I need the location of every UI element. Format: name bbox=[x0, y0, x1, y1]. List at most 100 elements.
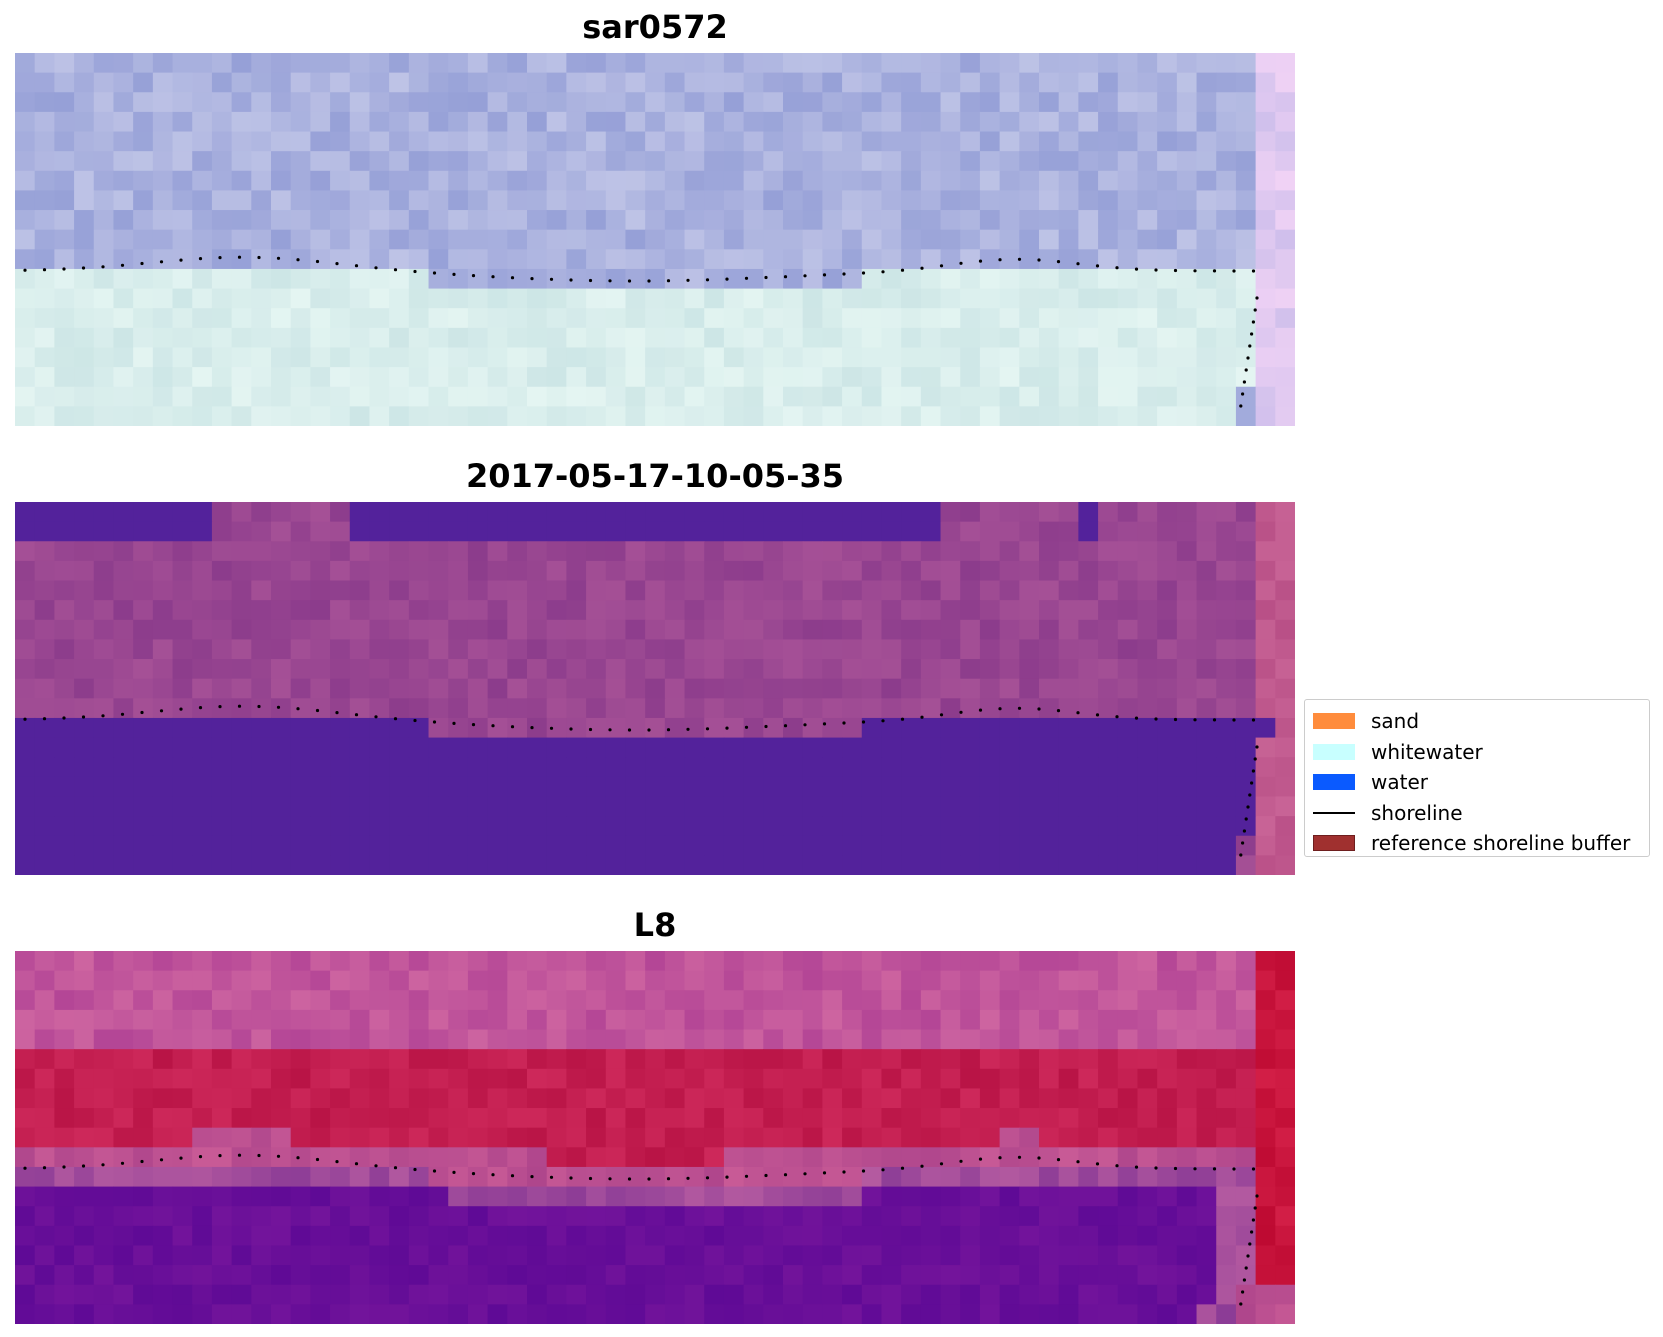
pixel-cell bbox=[1275, 678, 1295, 699]
shoreline-point bbox=[23, 717, 27, 721]
pixel-cell bbox=[586, 131, 607, 152]
pixel-cell bbox=[54, 268, 75, 290]
pixel-cell bbox=[1137, 1225, 1158, 1247]
pixel-cell bbox=[645, 1068, 666, 1090]
pixel-cell bbox=[940, 835, 961, 856]
pixel-cell bbox=[310, 1029, 331, 1050]
pixel-cell bbox=[369, 1049, 390, 1070]
pixel-cell bbox=[231, 835, 252, 856]
pixel-cell bbox=[1019, 1284, 1040, 1305]
pixel-cell bbox=[369, 170, 390, 192]
pixel-cell bbox=[34, 327, 55, 349]
pixel-cell bbox=[1019, 1304, 1040, 1324]
pixel-cell bbox=[704, 111, 725, 133]
pixel-cell bbox=[842, 367, 863, 388]
pixel-cell bbox=[310, 1088, 331, 1109]
pixel-cell bbox=[625, 951, 646, 972]
pixel-cell bbox=[1255, 835, 1276, 856]
pixel-cell bbox=[1058, 521, 1079, 542]
pixel-cell bbox=[448, 1108, 469, 1129]
pixel-cell bbox=[704, 1284, 725, 1305]
pixel-cell bbox=[1275, 1088, 1295, 1109]
shoreline-point bbox=[81, 266, 86, 270]
pixel-cell bbox=[290, 855, 311, 875]
pixel-cell bbox=[448, 951, 469, 972]
pixel-cell bbox=[369, 327, 390, 349]
pixel-cell bbox=[960, 151, 981, 172]
pixel-cell bbox=[645, 502, 666, 523]
pixel-cell bbox=[999, 560, 1020, 582]
pixel-cell bbox=[113, 1206, 134, 1227]
shoreline-point bbox=[1246, 1254, 1250, 1258]
pixel-cell bbox=[369, 1186, 390, 1207]
pixel-cell bbox=[369, 560, 390, 582]
pixel-cell bbox=[369, 367, 390, 388]
pixel-cell bbox=[842, 190, 863, 211]
pixel-cell bbox=[999, 406, 1020, 426]
pixel-cell bbox=[1216, 737, 1237, 758]
pixel-cell bbox=[113, 1225, 134, 1247]
pixel-cell bbox=[133, 1009, 154, 1031]
pixel-cell bbox=[723, 1265, 745, 1286]
pixel-cell bbox=[723, 619, 745, 641]
pixel-cell bbox=[920, 990, 942, 1011]
pixel-cell bbox=[684, 1127, 705, 1148]
pixel-cell bbox=[1235, 92, 1257, 113]
pixel-cell bbox=[783, 406, 804, 426]
pixel-cell bbox=[507, 678, 528, 699]
pixel-cell bbox=[1137, 796, 1158, 817]
pixel-cell bbox=[704, 249, 725, 270]
pixel-cell bbox=[1078, 1304, 1099, 1324]
pixel-cell bbox=[979, 111, 1001, 133]
shoreline-point bbox=[1255, 745, 1259, 749]
pixel-cell bbox=[487, 327, 508, 349]
pixel-cell bbox=[1176, 53, 1198, 74]
pixel-cell bbox=[1058, 1127, 1079, 1148]
pixel-cell bbox=[605, 170, 627, 192]
pixel-cell bbox=[1078, 1009, 1099, 1031]
pixel-cell bbox=[901, 600, 922, 621]
pixel-cell bbox=[1216, 367, 1237, 388]
shoreline-point bbox=[374, 1164, 378, 1168]
pixel-cell bbox=[901, 92, 922, 113]
pixel-cell bbox=[960, 990, 981, 1011]
pixel-cell bbox=[861, 835, 883, 856]
pixel-cell bbox=[527, 170, 548, 192]
pixel-cell bbox=[1196, 170, 1217, 192]
pixel-cell bbox=[861, 717, 883, 739]
pixel-cell bbox=[901, 72, 922, 93]
pixel-cell bbox=[1255, 249, 1276, 270]
pixel-cell bbox=[822, 229, 843, 250]
pixel-cell bbox=[881, 386, 902, 407]
pixel-cell bbox=[586, 1108, 607, 1129]
pixel-cell bbox=[152, 698, 174, 719]
pixel-cell bbox=[251, 796, 272, 817]
pixel-cell bbox=[586, 1186, 607, 1207]
pixel-cell bbox=[704, 367, 725, 388]
pixel-cell bbox=[93, 560, 115, 582]
pixel-cell bbox=[546, 1304, 567, 1324]
pixel-cell bbox=[330, 1245, 351, 1266]
pixel-cell bbox=[1098, 698, 1119, 719]
pixel-cell bbox=[1098, 92, 1119, 113]
pixel-cell bbox=[920, 600, 942, 621]
pixel-cell bbox=[93, 521, 115, 542]
pixel-cell bbox=[881, 541, 902, 562]
shoreline-point bbox=[1242, 829, 1246, 833]
pixel-cell bbox=[625, 406, 646, 426]
pixel-cell bbox=[625, 1009, 646, 1031]
pixel-cell bbox=[34, 386, 55, 407]
pixel-cell bbox=[527, 1166, 548, 1188]
pixel-cell bbox=[861, 560, 883, 582]
pixel-cell bbox=[1098, 560, 1119, 582]
pixel-cell bbox=[271, 1088, 292, 1109]
pixel-cell bbox=[1275, 502, 1295, 523]
pixel-cell bbox=[211, 249, 233, 270]
pixel-cell bbox=[783, 521, 804, 542]
pixel-cell bbox=[664, 1068, 686, 1090]
pixel-cell bbox=[763, 639, 784, 660]
pixel-cell bbox=[1275, 72, 1295, 93]
pixel-cell bbox=[920, 757, 942, 778]
pixel-cell bbox=[74, 386, 95, 407]
pixel-cell bbox=[467, 92, 489, 113]
